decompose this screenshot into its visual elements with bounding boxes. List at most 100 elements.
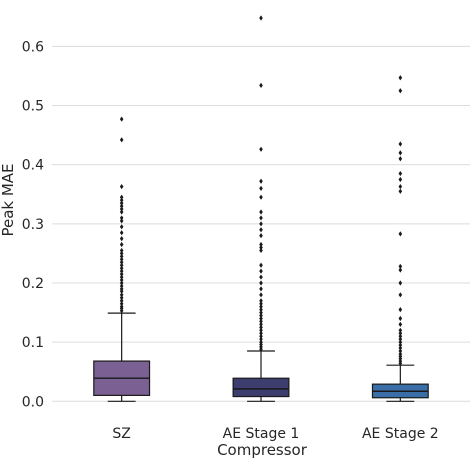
outlier-1-24 bbox=[259, 247, 263, 254]
outlier-2-16 bbox=[398, 292, 403, 298]
outlier-2-26 bbox=[398, 150, 403, 156]
outlier-0-2 bbox=[119, 304, 124, 310]
outlier-1-26 bbox=[259, 241, 263, 248]
outlier-0-26 bbox=[119, 218, 124, 224]
outlier-1-36 bbox=[259, 82, 263, 89]
outlier-0-13 bbox=[119, 271, 124, 277]
outlier-1-28 bbox=[259, 227, 263, 233]
outlier-2-13 bbox=[398, 321, 403, 327]
x-tick-label-2: AE Stage 2 bbox=[362, 426, 439, 442]
y-axis-ticks: 0.0 0.1 0.2 0.3 0.4 0.5 0.6 bbox=[22, 39, 44, 410]
outlier-0-20 bbox=[119, 250, 124, 257]
outlier-0-31 bbox=[119, 200, 124, 206]
box-rect-1 bbox=[232, 377, 290, 398]
y-tick-label-3: 0.3 bbox=[22, 217, 44, 233]
outlier-2-24 bbox=[398, 170, 403, 177]
outlier-0-3 bbox=[119, 301, 124, 307]
outlier-1-30 bbox=[259, 215, 263, 221]
outlier-1-18 bbox=[259, 292, 263, 298]
outlier-0-25 bbox=[119, 224, 124, 230]
outlier-2-25 bbox=[398, 156, 403, 162]
outlier-0-9 bbox=[119, 283, 124, 289]
outlier-1-34 bbox=[259, 178, 263, 184]
outlier-1-14 bbox=[259, 307, 263, 313]
outlier-1-31 bbox=[259, 209, 263, 215]
y-tick-label-4: 0.4 bbox=[22, 158, 44, 174]
outlier-0-30 bbox=[119, 203, 124, 209]
outlier-0-15 bbox=[119, 265, 124, 271]
outlier-2-8 bbox=[398, 339, 403, 345]
x-tick-label-0: SZ bbox=[112, 426, 130, 442]
outlier-0-6 bbox=[119, 292, 124, 298]
outlier-0-18 bbox=[119, 256, 124, 262]
outlier-2-11 bbox=[398, 330, 403, 336]
outlier-0-23 bbox=[119, 236, 124, 242]
outlier-0-21 bbox=[119, 247, 124, 254]
outlier-1-37 bbox=[259, 15, 263, 21]
outlier-0-34 bbox=[119, 183, 124, 190]
y-tick-label-2: 0.2 bbox=[22, 276, 44, 292]
outlier-2-22 bbox=[398, 183, 403, 190]
outlier-0-32 bbox=[119, 197, 124, 203]
outlier-2-15 bbox=[398, 307, 403, 313]
outlier-1-16 bbox=[259, 301, 263, 307]
outlier-1-22 bbox=[259, 268, 263, 274]
outlier-1-13 bbox=[259, 309, 263, 316]
outlier-2-19 bbox=[398, 263, 403, 270]
outlier-1-15 bbox=[259, 304, 263, 310]
outlier-1-20 bbox=[259, 280, 263, 286]
x-axis-label: Compressor bbox=[217, 441, 308, 459]
x-axis-ticks: SZ AE Stage 1 AE Stage 2 bbox=[112, 426, 438, 442]
outlier-1-23 bbox=[259, 262, 263, 268]
outlier-0-17 bbox=[119, 259, 124, 265]
outlier-0-4 bbox=[119, 298, 124, 304]
outlier-2-10 bbox=[398, 333, 403, 339]
y-axis-label: Peak MAE bbox=[0, 163, 17, 236]
y-tick-label-0: 0.0 bbox=[22, 394, 44, 410]
outlier-0-11 bbox=[119, 277, 124, 283]
box-1 bbox=[232, 15, 290, 402]
boxes bbox=[93, 15, 429, 402]
outlier-1-7 bbox=[259, 327, 263, 333]
outlier-2-6 bbox=[398, 345, 403, 351]
outlier-2-20 bbox=[398, 231, 403, 237]
outlier-1-11 bbox=[259, 315, 263, 322]
outlier-1-32 bbox=[259, 194, 263, 200]
outlier-1-10 bbox=[259, 318, 263, 325]
outlier-0-12 bbox=[119, 274, 124, 280]
outlier-0-33 bbox=[119, 194, 124, 200]
outlier-2-23 bbox=[398, 176, 403, 183]
outlier-0-14 bbox=[119, 268, 124, 274]
outlier-0-27 bbox=[119, 215, 124, 221]
outlier-2-28 bbox=[398, 88, 403, 94]
y-tick-label-5: 0.5 bbox=[22, 99, 44, 115]
outlier-2-4 bbox=[398, 351, 403, 357]
outlier-0-29 bbox=[119, 206, 124, 212]
outlier-0-28 bbox=[119, 209, 124, 215]
outlier-0-36 bbox=[119, 116, 124, 122]
outlier-1-8 bbox=[259, 324, 263, 330]
outlier-1-3 bbox=[259, 339, 263, 345]
outlier-0-22 bbox=[119, 241, 124, 248]
outlier-1-6 bbox=[259, 330, 263, 336]
outlier-2-12 bbox=[398, 327, 403, 333]
outlier-0-24 bbox=[119, 230, 124, 236]
outlier-0-5 bbox=[119, 295, 124, 301]
outlier-2-27 bbox=[398, 141, 403, 147]
outlier-2-5 bbox=[398, 348, 403, 354]
box-0 bbox=[93, 116, 151, 402]
outlier-1-27 bbox=[259, 233, 263, 239]
outlier-0-19 bbox=[119, 253, 124, 259]
outlier-1-35 bbox=[259, 146, 263, 152]
outlier-0-35 bbox=[119, 137, 124, 143]
outlier-1-17 bbox=[259, 298, 263, 304]
box-2 bbox=[371, 75, 429, 402]
outlier-2-14 bbox=[398, 315, 403, 322]
outlier-0-10 bbox=[119, 280, 124, 286]
outlier-2-17 bbox=[398, 280, 403, 286]
outlier-1-9 bbox=[259, 321, 263, 327]
outlier-1-5 bbox=[259, 333, 263, 339]
outlier-1-21 bbox=[259, 274, 263, 280]
outlier-0-16 bbox=[119, 262, 124, 268]
